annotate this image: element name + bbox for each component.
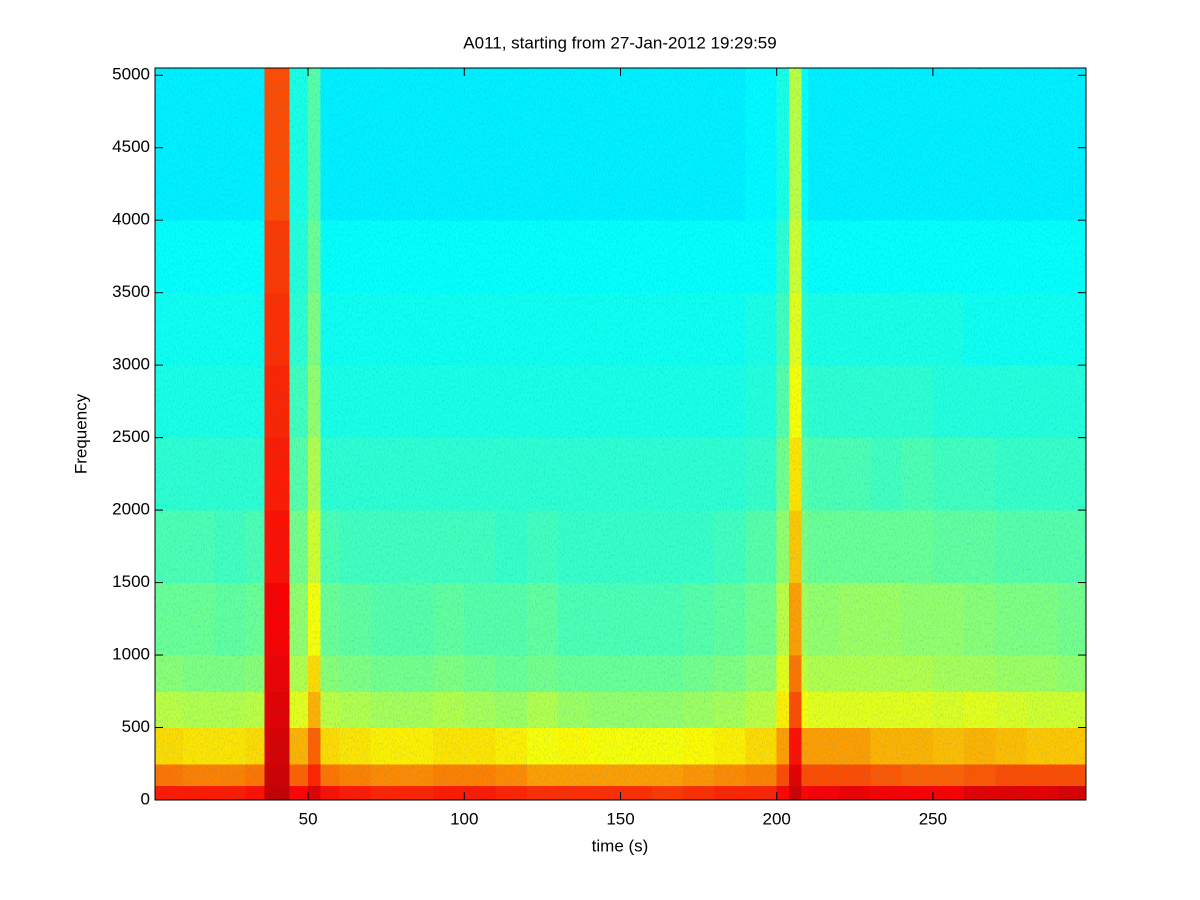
y-tick-label: 1500	[112, 572, 150, 591]
y-tick-label: 3500	[112, 282, 150, 301]
y-tick-label: 4000	[112, 210, 150, 229]
x-tick-label: 150	[606, 809, 634, 828]
y-tick-label: 0	[141, 789, 150, 808]
y-tick-label: 1000	[112, 645, 150, 664]
noise-texture	[155, 68, 1086, 800]
y-tick-label: 5000	[112, 65, 150, 84]
y-tick-label: 500	[122, 717, 150, 736]
y-tick-label: 4500	[112, 137, 150, 156]
x-tick-label: 200	[763, 809, 791, 828]
ticks: 50 100 150 200 25005001000150020002500300035…	[112, 65, 1086, 828]
x-tick-label: 250	[919, 809, 947, 828]
y-axis-label: Frequency	[71, 393, 90, 474]
x-tick-label: 50	[299, 809, 318, 828]
x-tick-label: 100	[450, 809, 478, 828]
y-tick-label: 2000	[112, 500, 150, 519]
chart-title: A011, starting from 27-Jan-2012 19:29:59	[463, 33, 776, 52]
y-tick-label: 2500	[112, 427, 150, 446]
x-axis-label: time (s)	[592, 836, 649, 855]
y-tick-label: 3000	[112, 355, 150, 374]
